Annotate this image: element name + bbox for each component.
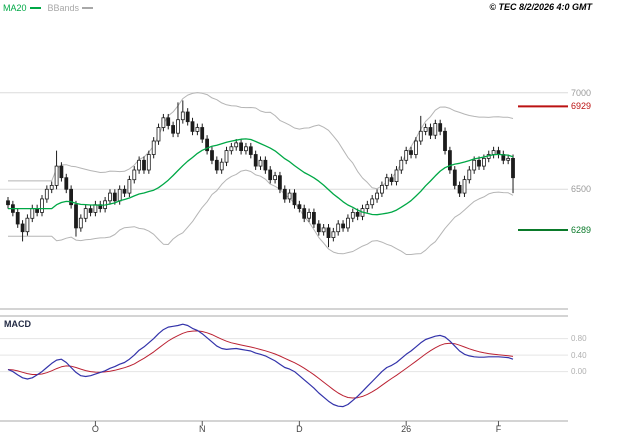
legend-ma20-swatch [29,7,41,9]
x-axis-label-october: O [91,424,99,434]
price-axis-label-6500: 6500 [571,184,592,195]
legend-bbands-swatch [82,7,94,9]
price-axis-label-7000: 7000 [571,87,592,98]
x-axis-label-february: F [495,424,502,434]
x-axis-label-2026: 26 [401,424,412,434]
macd-axis-label-000: 0.00 [571,367,587,377]
copyright-text: © TEC 8/2/2026 4:0 GMT [489,2,592,12]
legend: MA20 BBands [3,2,100,14]
legend-bbands-label: BBands [47,2,80,13]
macd-axis-label-040: 0.40 [571,350,587,360]
price-axis-label-6289: 6289 [571,225,592,235]
macd-axis-label-080: 0.80 [571,334,587,344]
x-axis-label-december: D [296,424,303,434]
x-axis-label-november: N [198,424,206,434]
macd-panel-label: MACD [4,319,31,329]
price-axis-label-6929: 6929 [571,101,592,112]
legend-ma20-label: MA20 [3,2,27,13]
